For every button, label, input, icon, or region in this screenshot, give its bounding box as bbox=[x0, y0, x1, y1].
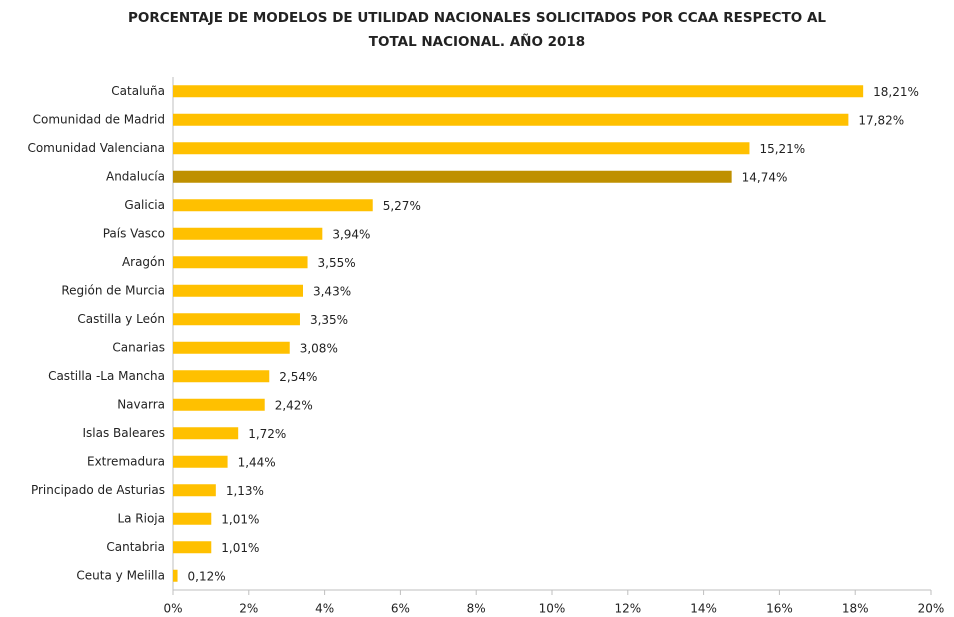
y-tick-label: Canarias bbox=[112, 340, 165, 354]
bar bbox=[173, 427, 239, 440]
value-label: 2,42% bbox=[275, 398, 313, 412]
y-tick-label: Comunidad de Madrid bbox=[33, 112, 165, 126]
value-label: 17,82% bbox=[858, 113, 904, 127]
value-label: 1,13% bbox=[226, 484, 264, 498]
bar bbox=[173, 85, 864, 98]
x-tick-label: 14% bbox=[690, 602, 717, 616]
value-label: 3,08% bbox=[300, 341, 338, 355]
x-tick-label: 2% bbox=[239, 602, 258, 616]
bar bbox=[173, 512, 212, 525]
bar bbox=[173, 113, 849, 126]
x-tick-label: 16% bbox=[766, 602, 793, 616]
y-tick-label: Cataluña bbox=[111, 84, 165, 98]
x-tick-label: 4% bbox=[315, 602, 334, 616]
bar bbox=[173, 256, 308, 269]
x-tick-label: 12% bbox=[614, 602, 641, 616]
y-tick-label: Islas Baleares bbox=[82, 426, 165, 440]
bar bbox=[173, 341, 290, 354]
x-tick-label: 10% bbox=[539, 602, 566, 616]
y-tick-label: Castilla y León bbox=[77, 312, 165, 326]
value-label: 3,55% bbox=[318, 256, 356, 270]
y-tick-label: Principado de Asturias bbox=[31, 483, 165, 497]
y-tick-label: Andalucía bbox=[106, 169, 165, 183]
bar bbox=[173, 541, 212, 554]
value-label: 0,12% bbox=[188, 569, 226, 583]
y-tick-label: Cantabria bbox=[106, 540, 165, 554]
y-tick-label: País Vasco bbox=[103, 226, 165, 240]
y-tick-label: Galicia bbox=[124, 198, 165, 212]
bar bbox=[173, 142, 750, 155]
bar bbox=[173, 284, 303, 297]
x-tick-label: 6% bbox=[391, 602, 410, 616]
bar bbox=[173, 398, 265, 411]
value-label: 1,44% bbox=[238, 455, 276, 469]
bar bbox=[173, 170, 732, 183]
y-tick-label: Ceuta y Melilla bbox=[76, 568, 165, 582]
value-label: 2,54% bbox=[279, 370, 317, 384]
value-label: 1,01% bbox=[221, 512, 259, 526]
bar bbox=[173, 569, 178, 582]
bar bbox=[173, 370, 270, 383]
y-tick-label: La Rioja bbox=[117, 511, 165, 525]
y-tick-label: Extremadura bbox=[87, 454, 165, 468]
value-label: 3,94% bbox=[332, 227, 370, 241]
x-tick-label: 18% bbox=[842, 602, 869, 616]
value-label: 1,01% bbox=[221, 541, 259, 555]
chart-title: TOTAL NACIONAL. AÑO 2018 bbox=[369, 33, 585, 50]
y-tick-label: Castilla -La Mancha bbox=[48, 369, 165, 383]
value-label: 15,21% bbox=[759, 142, 805, 156]
y-tick-label: Región de Murcia bbox=[61, 283, 165, 297]
y-tick-label: Comunidad Valenciana bbox=[27, 141, 165, 155]
x-tick-label: 0% bbox=[163, 602, 182, 616]
bar bbox=[173, 455, 228, 468]
value-label: 3,35% bbox=[310, 313, 348, 327]
chart-title: PORCENTAJE DE MODELOS DE UTILIDAD NACION… bbox=[128, 10, 826, 26]
y-tick-label: Navarra bbox=[117, 397, 165, 411]
bar bbox=[173, 227, 323, 240]
bar bbox=[173, 484, 216, 497]
x-tick-label: 8% bbox=[467, 602, 486, 616]
value-label: 3,43% bbox=[313, 284, 351, 298]
bar bbox=[173, 313, 300, 326]
value-label: 18,21% bbox=[873, 85, 919, 99]
x-tick-label: 20% bbox=[918, 602, 945, 616]
value-label: 5,27% bbox=[383, 199, 421, 213]
y-tick-label: Aragón bbox=[122, 255, 165, 269]
value-label: 1,72% bbox=[248, 427, 286, 441]
value-label: 14,74% bbox=[742, 170, 788, 184]
bar bbox=[173, 199, 373, 212]
